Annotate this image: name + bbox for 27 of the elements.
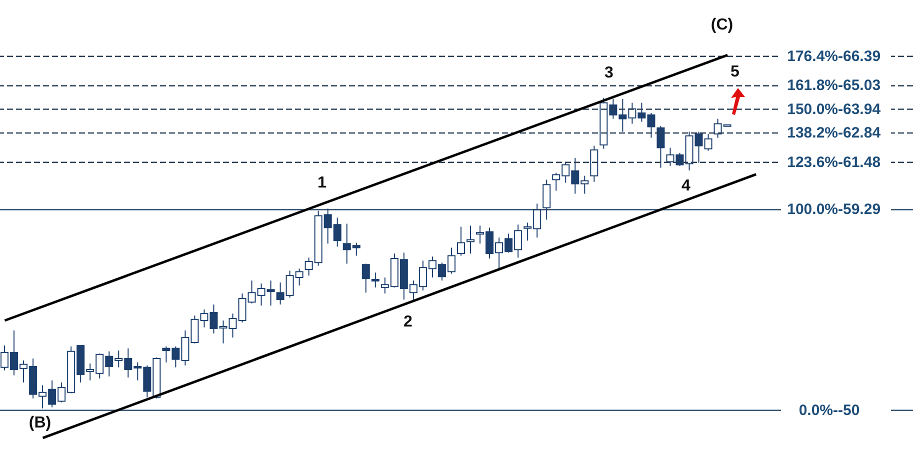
candlestick [542,179,551,220]
annotation: 123.6%- [787,154,843,171]
y-tick-label: 62.84 [843,124,882,142]
annotation: (B) [28,414,52,432]
candlestick [457,226,465,256]
y-tick-label: 61.48 [843,154,881,171]
annotation: 2 [404,314,413,330]
candlestick [466,225,475,254]
candlestick [656,125,665,168]
candlestick [362,263,370,294]
annotation: 176.4%- [787,48,843,65]
y-tick-label: 63.94 [843,100,882,118]
annotation: (C) [710,16,734,34]
y-tick-label: 65.03 [843,77,881,94]
candlestick [371,272,380,288]
annotation: 150.0%- [787,100,843,118]
annotation: 0.0%-- [798,402,843,419]
annotation: 4 [682,178,691,194]
annotation: 5 [730,64,740,80]
annotation: 161.8%- [787,77,843,94]
annotation: 1 [318,174,327,192]
annotation: 3 [604,64,614,82]
y-tick-label: 59.29 [843,201,881,218]
y-tick-label: 50 [843,402,860,419]
y-tick-label: 66.39 [843,48,881,65]
annotation: 138.2%- [787,124,843,142]
annotation: 100.0%- [787,201,843,218]
